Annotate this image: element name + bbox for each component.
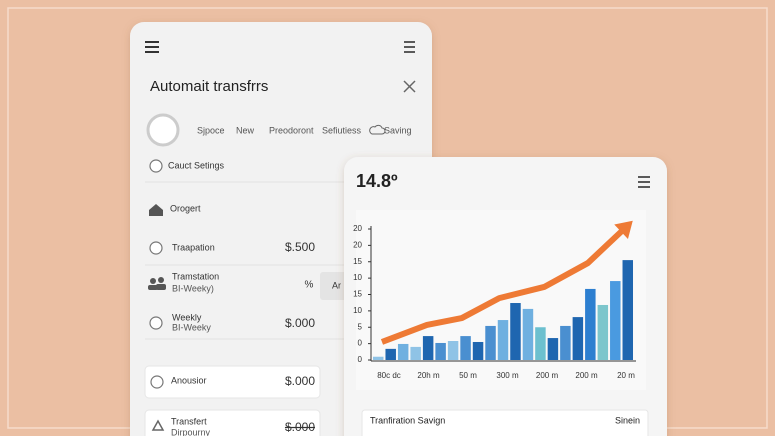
row-amount: $.000 — [285, 316, 315, 330]
options-icon[interactable] — [404, 41, 415, 53]
row-label: Weekly — [172, 312, 202, 322]
row-card[interactable] — [144, 409, 321, 436]
y-tick-label: 20 — [353, 240, 362, 249]
row-label: Tramstation — [172, 271, 219, 281]
x-tick-label: 20 m — [617, 371, 635, 380]
button-label[interactable]: Ar — [332, 280, 341, 290]
tab[interactable]: New — [236, 125, 255, 135]
bar — [597, 304, 609, 360]
radio[interactable] — [149, 241, 163, 255]
bar — [435, 342, 446, 360]
bar — [460, 336, 471, 360]
options-icon[interactable] — [638, 176, 650, 188]
row-sublabel: Dirpourny — [171, 427, 211, 436]
tab[interactable]: Sefiutiess — [322, 125, 362, 135]
chart-title: 14.8º — [356, 171, 398, 191]
panel-title: Automait transfrrs — [150, 78, 268, 95]
y-tick-label: 0 — [358, 339, 363, 348]
row-label: Orogert — [170, 203, 201, 213]
footer-card — [361, 409, 649, 436]
x-tick-label: 20h m — [417, 371, 440, 380]
x-tick-label: 80c dc — [377, 371, 401, 380]
radio[interactable] — [150, 375, 164, 389]
x-tick-label: 200 m — [575, 371, 598, 380]
y-tick-label: 10 — [353, 273, 362, 282]
row-amount: % — [305, 280, 314, 291]
row-amount: $.500 — [285, 240, 315, 254]
bar — [397, 343, 409, 360]
bar — [535, 327, 546, 360]
bar — [610, 281, 621, 360]
row-label: Traapation — [172, 242, 215, 252]
row-label: Cauct Setings — [168, 160, 225, 170]
menu-icon[interactable] — [145, 41, 159, 53]
tab[interactable]: Sjpoce — [197, 125, 225, 135]
bar — [547, 338, 559, 360]
x-tick-label: 50 m — [459, 371, 477, 380]
tab[interactable]: Preodoront — [269, 125, 314, 135]
close-button[interactable] — [403, 80, 416, 93]
bar — [622, 260, 634, 360]
row-sublabel: BI-Weeky — [172, 322, 211, 332]
y-tick-label: 20 — [353, 224, 362, 233]
row-amount: $.000 — [285, 420, 315, 434]
y-tick-label: 15 — [353, 257, 362, 266]
row-card[interactable] — [144, 365, 321, 399]
bar — [510, 303, 521, 360]
bar — [560, 325, 571, 360]
bar — [410, 346, 421, 360]
footer-value: Sinein — [615, 415, 640, 425]
x-tick-label: 300 m — [496, 371, 519, 380]
x-tick-label: 200 m — [536, 371, 559, 380]
y-tick-label: 5 — [358, 322, 363, 331]
bar — [485, 325, 496, 360]
tab[interactable]: Saving — [384, 125, 412, 135]
recycle-icon — [151, 419, 165, 431]
footer-label: Tranfiration Savign — [370, 415, 445, 425]
people-icon — [148, 277, 166, 290]
y-tick-label: 10 — [353, 306, 362, 315]
radio[interactable] — [149, 316, 163, 330]
trend-arrowhead — [614, 220, 633, 240]
row-label: Transfert — [171, 416, 207, 426]
row-sublabel: BI-Weeky) — [172, 283, 214, 293]
y-tick-label: 0 — [358, 355, 363, 364]
bar — [572, 317, 584, 360]
bar — [447, 341, 459, 360]
row-label: Anousior — [171, 375, 207, 385]
cloud-icon — [369, 124, 386, 135]
row-amount: $.000 — [285, 374, 315, 388]
bar — [372, 356, 384, 360]
bar — [422, 336, 434, 360]
y-tick-label: 15 — [353, 290, 362, 299]
bar — [522, 308, 534, 360]
bar — [472, 341, 484, 360]
house-icon — [149, 204, 163, 216]
bar — [385, 348, 396, 360]
radio[interactable] — [149, 159, 163, 173]
bar — [585, 288, 596, 360]
trend-line — [380, 226, 627, 345]
bar — [497, 320, 509, 360]
toggle[interactable] — [146, 113, 180, 147]
